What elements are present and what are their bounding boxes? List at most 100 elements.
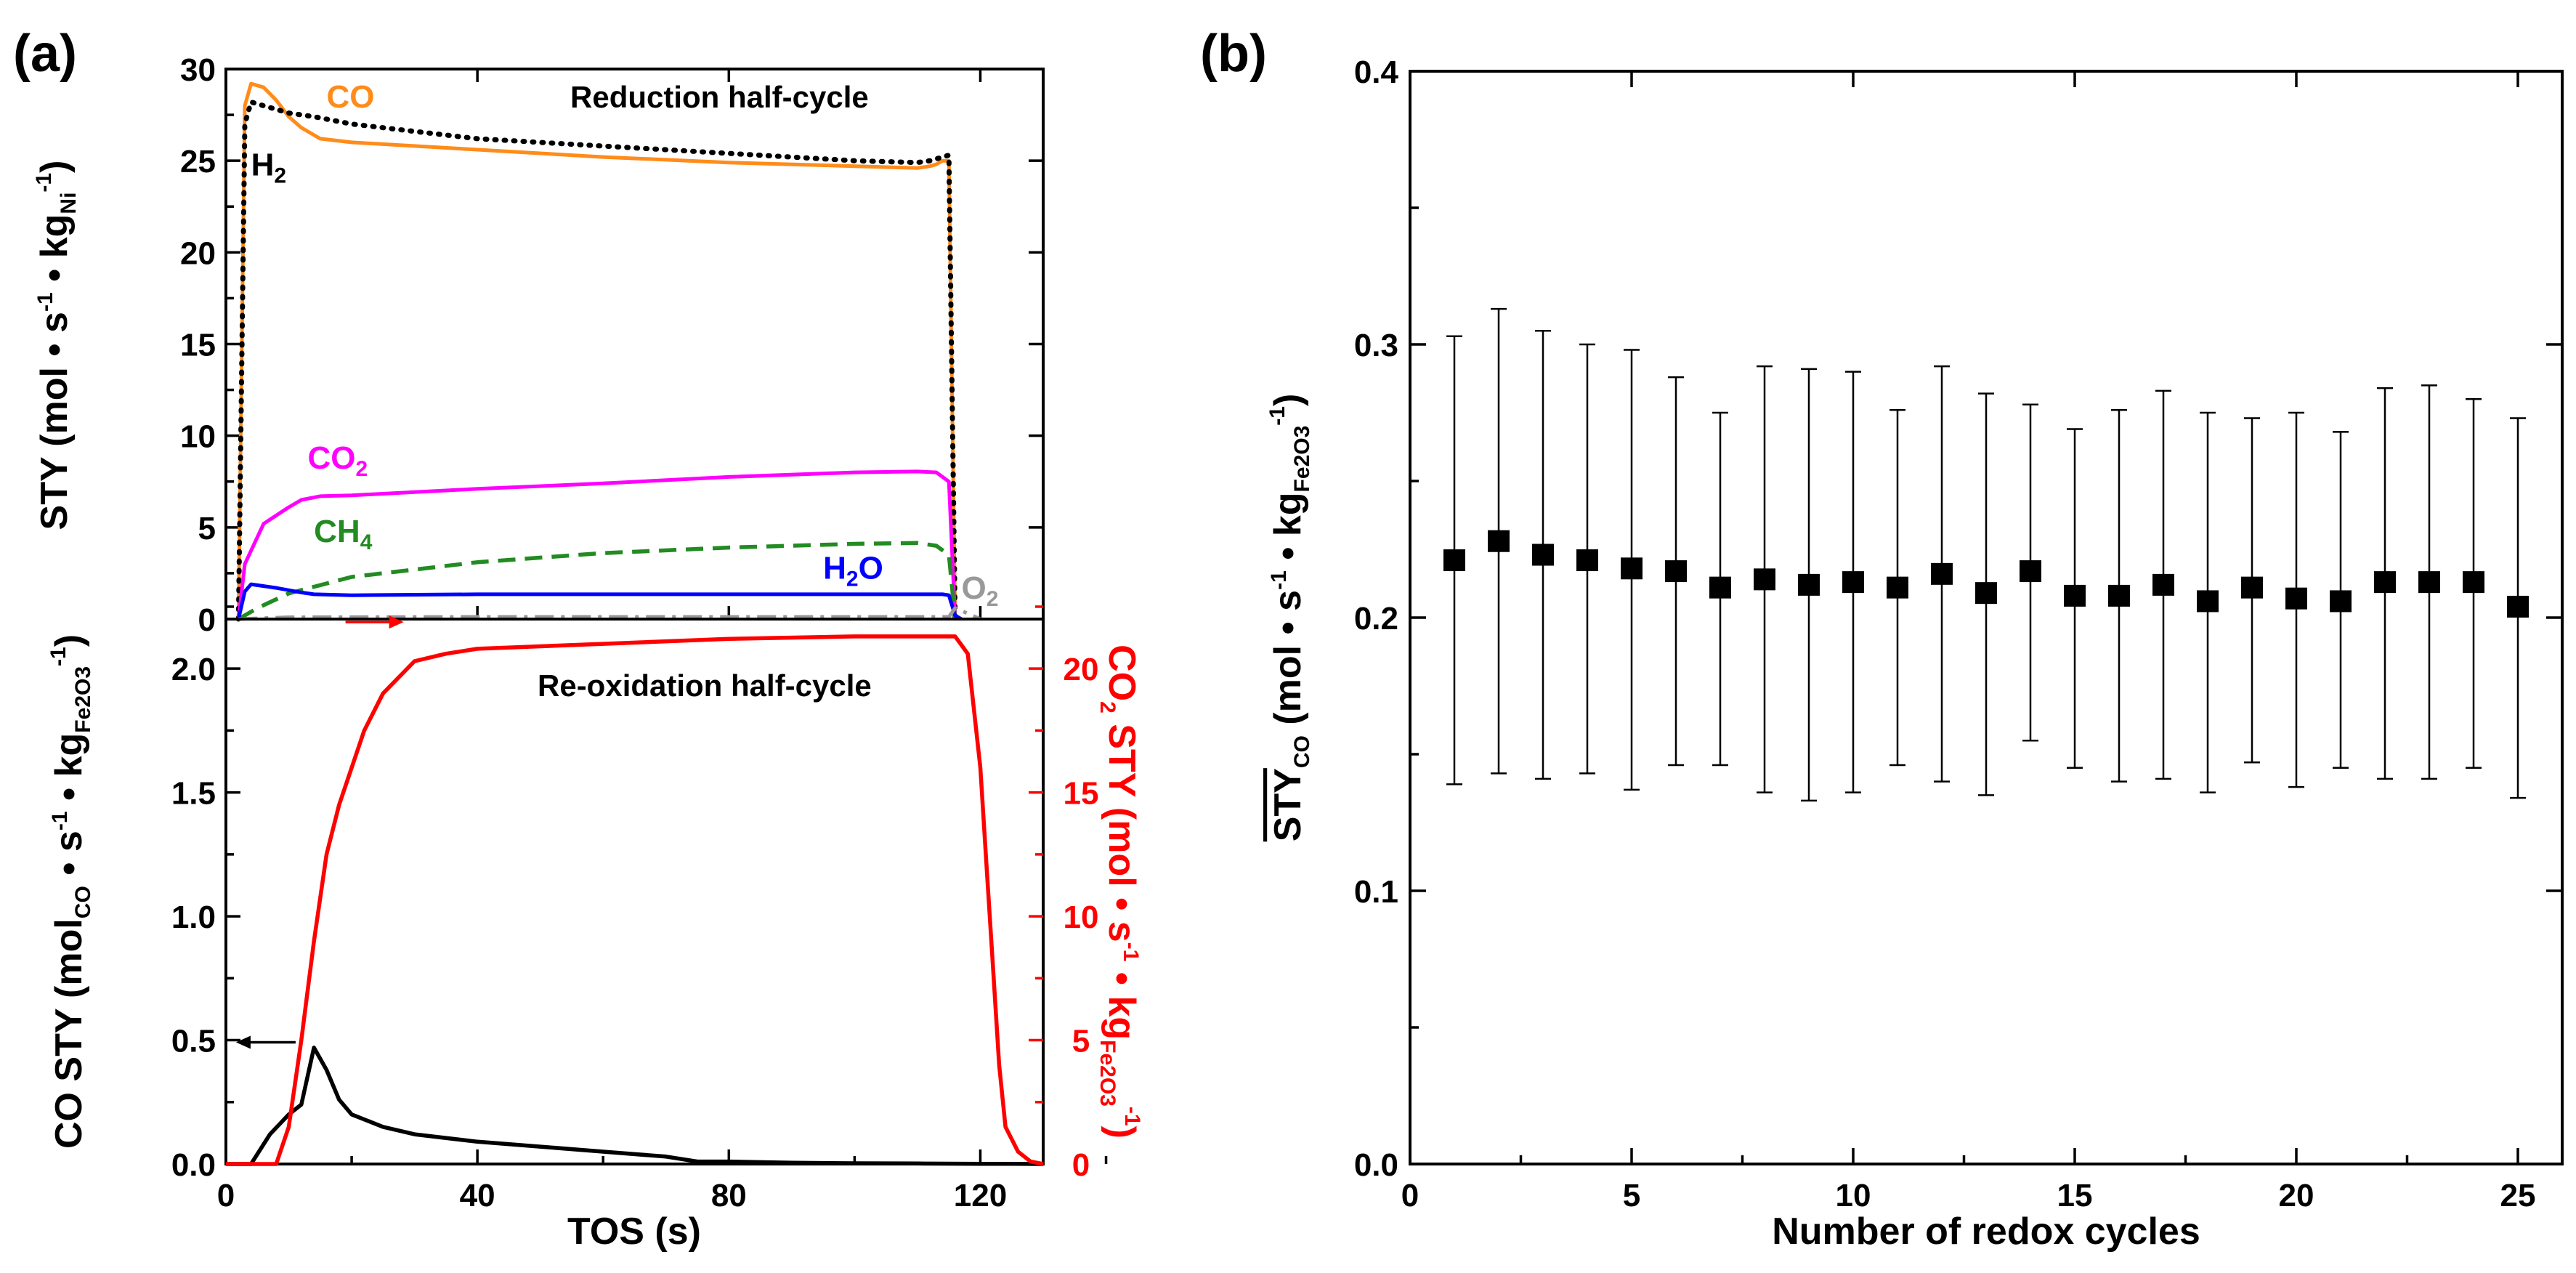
data-point (1665, 560, 1687, 583)
b-ylabel-mid: (mol • s (1267, 590, 1309, 735)
data-point (2330, 590, 2352, 613)
a-top-ytick-label: 5 (198, 511, 216, 546)
b-xtick-label: 0 (1401, 1178, 1419, 1213)
series-h2-line (235, 99, 958, 622)
panel-a-bottom-right-axis-title: CO2 STY (mol • s-1 • kgFe2O3-1) (1095, 644, 1144, 1139)
panel-a-bottom-left-axis-title: CO STY (molCO • s-1 • kgFe2O3-1) (46, 634, 95, 1149)
a-top-ytick-label: 25 (180, 144, 216, 179)
b-ytick-label: 0.0 (1354, 1147, 1398, 1183)
a-bot-rlabel-mid2: • kg (1101, 961, 1143, 1040)
a-bot-ytick-right-label: 20 (1064, 652, 1099, 687)
a-bot-rlabel-exp2: -1 (1120, 1107, 1144, 1126)
b-xtick-label: 25 (2500, 1178, 2536, 1213)
panel-b-label: (b) (1200, 25, 1267, 83)
data-point (1798, 573, 1820, 596)
data-point (2507, 595, 2529, 618)
series-label-sub: 2 (987, 587, 999, 611)
panel-a-label: (a) (13, 25, 77, 83)
a-bot-ytick-right-label: 5 (1072, 1024, 1090, 1059)
a-bot-rlabel-sub2: Fe2O3 (1095, 1040, 1119, 1107)
a-bot-ylabel-main: CO STY (mol (48, 918, 90, 1149)
panel-b-chart: 0.0 0.1 0.2 0.3 0.4 0 5 10 15 20 25 Number of redo… (1265, 54, 2564, 1253)
panel-b-points (1443, 307, 2529, 802)
a-top-ytick-label: 10 (180, 419, 216, 455)
b-xtick-label: 10 (1836, 1178, 1871, 1213)
series-o2-line (238, 606, 981, 621)
a-top-ylabel-main: STY (mol • s (33, 312, 76, 530)
data-point (1621, 557, 1643, 580)
series-label-h2: H2 (251, 147, 286, 187)
series-co2-reox-line (226, 634, 1044, 1166)
data-point (1576, 549, 1598, 572)
series-label-o2: O2 (962, 570, 999, 611)
data-point (1842, 571, 1864, 594)
series-label-ch4: CH4 (314, 514, 373, 554)
b-xtick-label: 15 (2057, 1178, 2093, 1213)
a-bot-ylabel-mid1: • s (48, 831, 90, 886)
b-ytick-label: 0.4 (1354, 54, 1399, 90)
panel-a-top-title: Reduction half-cycle (570, 80, 869, 114)
a-top-ylabel-exp2: -1 (32, 173, 56, 193)
b-ytick-label: 0.1 (1354, 874, 1398, 910)
a-top-ylabel-sub: Ni (57, 193, 81, 214)
data-point (2152, 573, 2174, 596)
data-point (1488, 530, 1510, 552)
b-xtick-label: 20 (2279, 1178, 2314, 1213)
panel-a-top-y-axis-title: STY (mol • s-1 • kgNi-1) (32, 161, 81, 530)
a-bot-xtick-label: 120 (954, 1178, 1007, 1213)
a-top-ylabel-mid: • kg (33, 214, 76, 293)
panel-a-top-y-axis: 0 5 10 15 20 25 30 (180, 52, 1043, 638)
data-point (2064, 584, 2086, 607)
series-label-main: CH (314, 514, 360, 549)
a-bot-ytick-right-label: 0 (1072, 1147, 1090, 1183)
b-ylabel-sub1: CO (1290, 735, 1314, 768)
series-co2-line (236, 469, 957, 620)
data-point (2463, 571, 2484, 594)
b-ylabel-exp1: -1 (1267, 570, 1291, 590)
a-bot-xtick-label: 0 (217, 1178, 235, 1213)
series-label-sub: 4 (360, 530, 373, 554)
a-bot-xtick-label: 40 (460, 1178, 495, 1213)
data-point (2374, 571, 2396, 594)
data-point (1709, 576, 1731, 599)
data-point (1754, 568, 1775, 591)
series-label-h2o: H2O (823, 550, 883, 591)
a-bot-ylabel-sub1: CO (71, 886, 95, 918)
a-top-ylabel-end: ) (33, 161, 76, 173)
series-label-sub: 2 (356, 457, 368, 481)
panel-a-x-axis-title: TOS (s) (567, 1211, 701, 1253)
b-ylabel-end: ) (1267, 394, 1309, 406)
series-co-reox-line (226, 1046, 1044, 1166)
a-bot-ytick-right-label: 15 (1064, 776, 1099, 812)
a-bot-ylabel-end: ) (48, 634, 90, 647)
a-bot-xtick-label: 80 (711, 1178, 747, 1213)
panel-a-bottom-series (226, 615, 1044, 1166)
data-point (2241, 576, 2263, 599)
panel-a-bottom-axes: 0.0 0.5 1.0 1.5 2.0 0 5 10 15 20 0 40 80 120 (171, 605, 1108, 1213)
data-point (2285, 587, 2307, 610)
data-point (1931, 562, 1953, 585)
series-h2o-line (236, 582, 963, 621)
a-bot-ylabel-exp2: -1 (46, 647, 70, 666)
a-top-ytick-label: 15 (180, 328, 216, 363)
data-point (2197, 590, 2219, 613)
series-label-sub: 2 (274, 163, 286, 187)
series-label-co: CO (326, 79, 374, 115)
a-bot-ylabel-sub2: Fe2O3 (71, 666, 95, 733)
panel-a-bottom-frame (224, 618, 1045, 1165)
a-bot-ylabel-exp1: -1 (48, 811, 72, 831)
panel-b-x-axis-title: Number of redox cycles (1772, 1211, 2200, 1253)
a-top-ytick-label: 0 (198, 602, 216, 638)
a-bot-rlabel-mid0: STY (mol • s (1101, 714, 1143, 942)
data-point (1887, 576, 1908, 599)
series-co-line (236, 81, 957, 620)
a-bot-ytick-left-label: 1.0 (171, 900, 216, 935)
series-label-main: CO (326, 79, 374, 115)
data-point (1443, 549, 1465, 572)
co2-arrow-head (389, 615, 404, 629)
series-label-main: O (962, 570, 987, 606)
data-point (2020, 560, 2041, 583)
a-bot-rlabel-sub0: 2 (1095, 701, 1119, 714)
b-ylabel-mid2: • kg (1267, 492, 1309, 570)
